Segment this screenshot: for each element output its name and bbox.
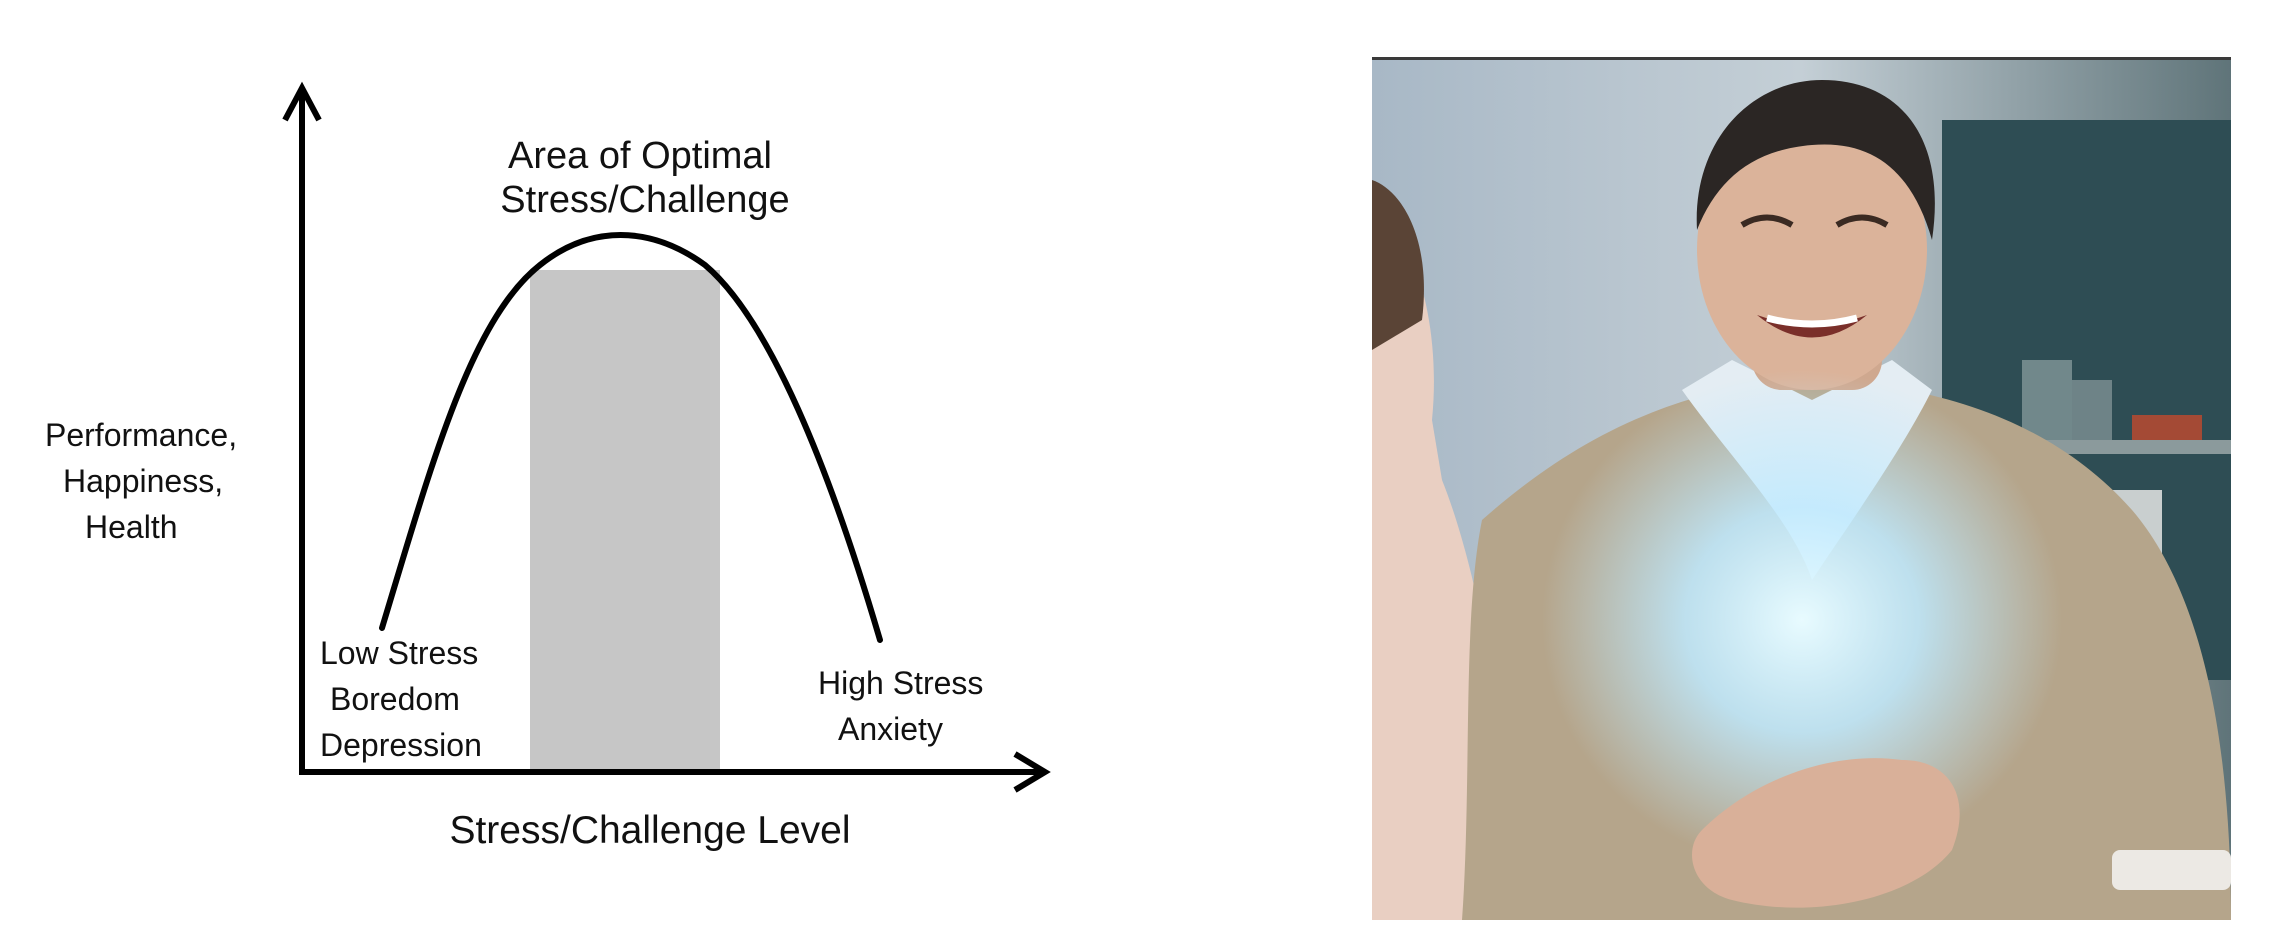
x-axis-arrowhead <box>1013 751 1051 793</box>
optimal-area-label-line1: Area of Optimal <box>508 135 772 177</box>
photo-chest-glow <box>1542 370 2062 870</box>
stress-performance-diagram: Area of Optimal Stress/Challenge Perform… <box>45 81 1051 852</box>
high-stress-label-line1: High Stress <box>818 665 983 701</box>
low-stress-label-line2: Boredom <box>330 681 460 717</box>
optimal-zone-cap-mask <box>530 250 720 268</box>
y-axis-label-line1: Performance, <box>45 417 237 453</box>
high-stress-label-line2: Anxiety <box>838 711 943 747</box>
optimal-zone-shading <box>530 270 720 772</box>
y-axis-label-line2: Happiness, <box>63 463 223 499</box>
optimal-area-label-line2: Stress/Challenge <box>500 179 789 221</box>
low-stress-label-line1: Low Stress <box>320 635 478 671</box>
photo-laughing-man <box>1372 57 2231 920</box>
x-axis-label: Stress/Challenge Level <box>449 809 850 852</box>
photo-man-hair <box>1696 80 1935 240</box>
performance-curve <box>379 232 883 643</box>
y-axis-arrowhead <box>282 81 322 122</box>
photo-man-face <box>1697 110 1927 390</box>
low-stress-label-line3: Depression <box>320 727 482 763</box>
y-axis-label-line3: Health <box>85 509 178 545</box>
photo-man-hand <box>1692 758 1960 908</box>
